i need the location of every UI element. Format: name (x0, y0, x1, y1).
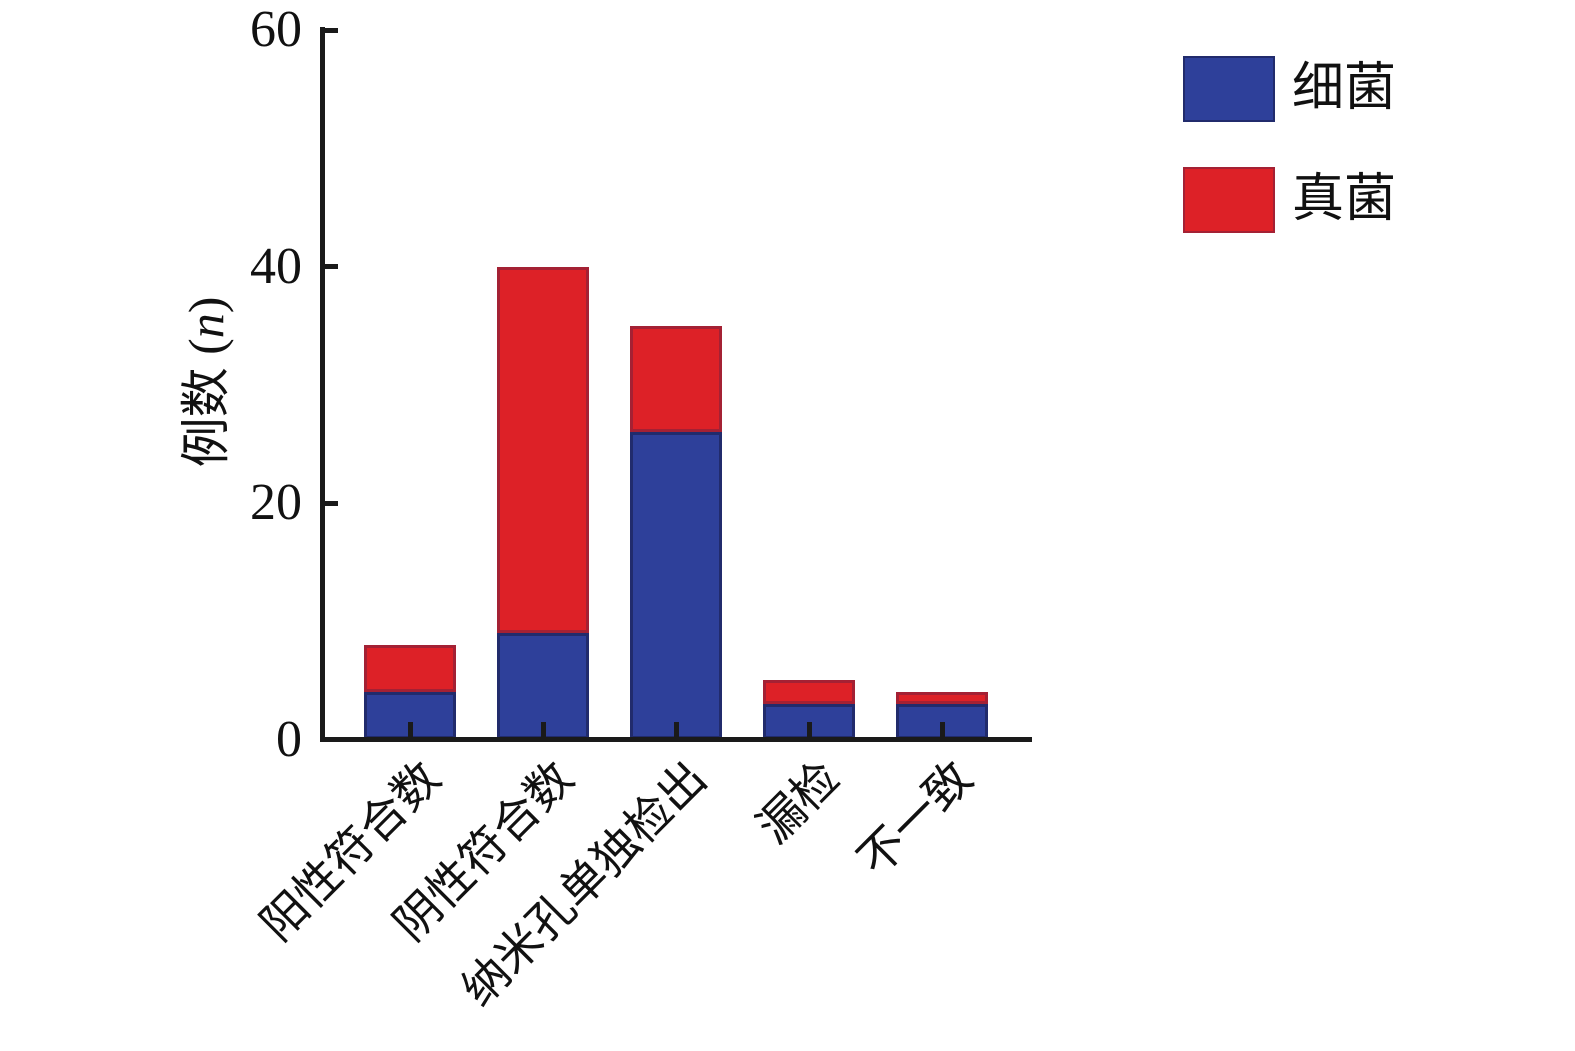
x-tick (673, 721, 679, 740)
y-axis-title-close: ) (178, 296, 234, 314)
y-axis-title-text: 例数 ( (178, 338, 234, 468)
legend-swatch-bacteria (1183, 56, 1275, 122)
y-tick-label: 0 (276, 710, 302, 768)
legend-item-bacteria: 细菌 (1183, 56, 1396, 122)
y-tick-label: 40 (250, 237, 302, 295)
y-tick (324, 500, 338, 506)
y-tick-label: 60 (250, 1, 302, 58)
y-axis-title: 例数 (n) (178, 296, 234, 468)
bar-segment-fungi (896, 692, 988, 704)
bar-segment-fungi (497, 266, 589, 634)
legend-label-fungi: 真菌 (1292, 171, 1397, 228)
bar-segment-bacteria (630, 432, 722, 740)
legend-swatch-fungi (1183, 167, 1275, 233)
y-tick (324, 264, 338, 269)
y-tick-label: 20 (250, 474, 302, 531)
x-axis-line (319, 737, 1032, 742)
x-tick (540, 721, 546, 740)
legend: 细菌 真菌 (1183, 56, 1396, 233)
x-tick (407, 721, 413, 740)
y-axis-title-variable: n (178, 313, 234, 339)
legend-label-bacteria: 细菌 (1292, 60, 1397, 117)
bar-segment-fungi (364, 644, 456, 693)
x-axis-label: 纳米孔单独检出 (452, 751, 716, 1016)
x-axis-label: 漏检 (747, 751, 849, 853)
x-tick (806, 721, 812, 740)
y-axis-line (319, 27, 325, 742)
x-tick (939, 721, 945, 740)
bar-segment-fungi (630, 325, 722, 433)
bar-segment-fungi (763, 680, 855, 705)
y-tick (324, 27, 338, 33)
x-axis-label: 不一致 (848, 751, 982, 886)
legend-item-fungi: 真菌 (1183, 167, 1396, 233)
